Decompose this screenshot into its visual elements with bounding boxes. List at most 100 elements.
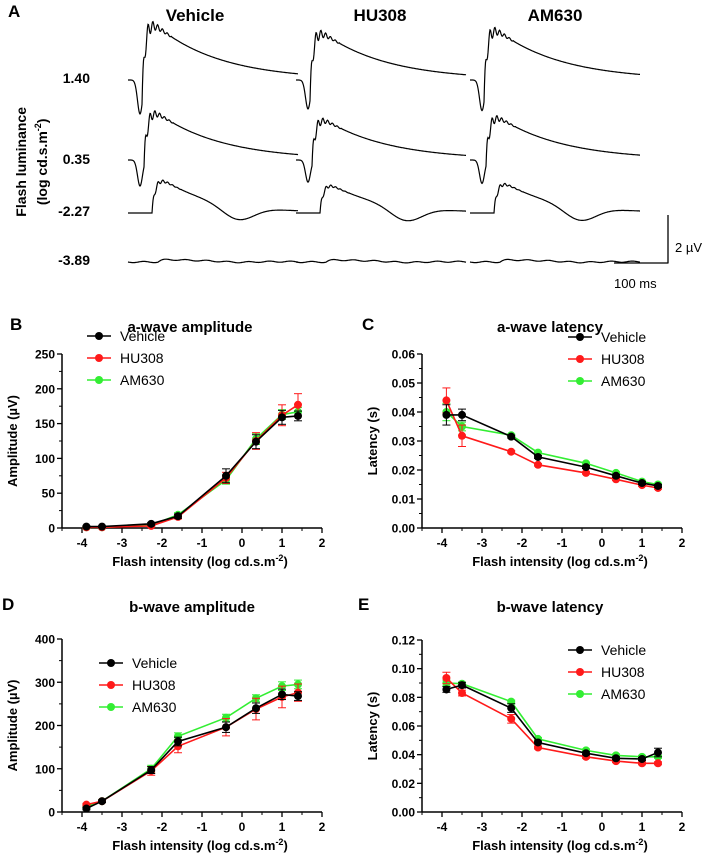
- series-line: [445, 400, 659, 489]
- erg-trace-am630-2: [470, 115, 640, 185]
- data-point: [638, 754, 646, 763]
- series-am630: [442, 402, 662, 489]
- data-point: [82, 522, 91, 531]
- series-line: [446, 682, 658, 758]
- x-tick-label: -2: [157, 820, 168, 834]
- x-label-close: ): [283, 838, 287, 853]
- legend-label: AM630: [601, 686, 646, 702]
- x-tick-label: -3: [117, 820, 128, 834]
- x-label-text: Flash intensity (log cd.s.m: [112, 838, 275, 853]
- data-point: [654, 759, 662, 768]
- erg-trace-vehicle-2: [128, 110, 299, 187]
- y-tick-label: 0.06: [392, 348, 416, 362]
- y-tick-label: 0: [48, 522, 55, 536]
- series-line: [86, 404, 299, 529]
- legend-item-hu308: HU308: [87, 350, 164, 366]
- series-line: [445, 677, 658, 765]
- panel-label: B: [10, 315, 22, 334]
- x-tick-label: 2: [319, 820, 326, 834]
- y-tick-label: 100: [35, 452, 55, 466]
- legend-marker: [95, 332, 103, 340]
- erg-trace-vehicle-1: [128, 20, 298, 116]
- x-tick-label: 1: [279, 536, 286, 550]
- data-point: [654, 748, 662, 757]
- data-point: [222, 723, 230, 732]
- data-point: [147, 519, 156, 528]
- y-axis-label: Amplitude (µV): [5, 680, 20, 772]
- x-axis-label: Flash intensity (log cd.s.m-2): [472, 553, 648, 569]
- x-label-close: ): [283, 554, 287, 569]
- legend-label: AM630: [120, 372, 165, 388]
- x-tick-label: -2: [517, 536, 528, 550]
- panel-label: D: [2, 595, 14, 614]
- column-title-hu308: HU308: [353, 6, 407, 25]
- series-line: [86, 691, 299, 806]
- data-point: [278, 690, 286, 699]
- legend-marker: [107, 659, 115, 667]
- data-point: [147, 766, 156, 775]
- legend-item-vehicle: Vehicle: [568, 642, 646, 658]
- erg-trace-vehicle-4: [127, 258, 299, 264]
- series-vehicle: [82, 688, 302, 813]
- x-axis-label: Flash intensity (log cd.s.m-2): [472, 837, 648, 853]
- y-tick-label: 150: [35, 417, 55, 431]
- data-point: [442, 673, 451, 682]
- y-tick-label: 50: [42, 487, 56, 501]
- series-am630: [82, 679, 302, 811]
- x-label-text: Flash intensity (log cd.s.m: [472, 838, 635, 853]
- data-point: [582, 463, 590, 472]
- y-tick-label: 0.08: [392, 691, 416, 705]
- data-point: [98, 797, 106, 806]
- legend-item-hu308: HU308: [568, 664, 645, 680]
- y-tick-label: 0.04: [392, 748, 416, 762]
- row-label-1: 1.40: [62, 70, 90, 86]
- y-tick-label: 0.00: [392, 806, 416, 820]
- x-tick-label: 2: [679, 536, 686, 550]
- data-point: [82, 804, 91, 813]
- x-tick-label: 2: [679, 820, 686, 834]
- x-tick-label: 1: [639, 536, 646, 550]
- data-point: [252, 437, 260, 446]
- x-label-sup: -2: [275, 553, 283, 563]
- x-label-text: Flash intensity (log cd.s.m: [112, 554, 275, 569]
- scale-voltage-label: 2 µV: [675, 240, 703, 255]
- y-tick-label: 300: [35, 676, 55, 690]
- erg-trace-am630-1: [470, 26, 640, 112]
- x-tick-label: -1: [557, 820, 568, 834]
- scale-time-label: 100 ms: [614, 276, 657, 291]
- row-label-2: 0.35: [62, 151, 90, 167]
- column-title-am630: AM630: [527, 6, 583, 25]
- series-line: [446, 684, 659, 760]
- legend-label: HU308: [132, 677, 176, 693]
- data-point: [222, 713, 230, 722]
- y-tick-label: 0.02: [392, 464, 416, 478]
- data-point: [507, 447, 516, 456]
- data-point: [638, 479, 646, 488]
- legend-label: Vehicle: [601, 642, 646, 658]
- data-point: [442, 410, 451, 419]
- data-point: [507, 714, 516, 723]
- erg-trace-hu308-4: [295, 258, 467, 264]
- chart-title: b-wave latency: [497, 599, 604, 616]
- x-tick-label: -4: [437, 536, 448, 550]
- legend-item-vehicle: Vehicle: [87, 328, 165, 344]
- legend-label: Vehicle: [120, 328, 165, 344]
- legend-item-vehicle: Vehicle: [99, 655, 177, 671]
- legend-item-hu308: HU308: [99, 677, 176, 693]
- data-point: [174, 512, 182, 521]
- data-point: [612, 471, 620, 480]
- y-tick-label: 100: [35, 762, 55, 776]
- y-tick-label: 0: [48, 806, 55, 820]
- series-am630: [82, 407, 302, 532]
- data-point: [252, 704, 260, 713]
- y-tick-label: 250: [35, 348, 55, 362]
- series-hu308: [82, 393, 302, 532]
- y-axis-label: Amplitude (µV): [5, 395, 20, 487]
- data-point: [534, 460, 542, 469]
- series-line: [86, 693, 299, 810]
- erg-trace-hu308-3: [296, 184, 466, 222]
- x-label-sup: -2: [635, 553, 643, 563]
- data-point: [278, 413, 286, 422]
- y-tick-label: 0.02: [392, 777, 416, 791]
